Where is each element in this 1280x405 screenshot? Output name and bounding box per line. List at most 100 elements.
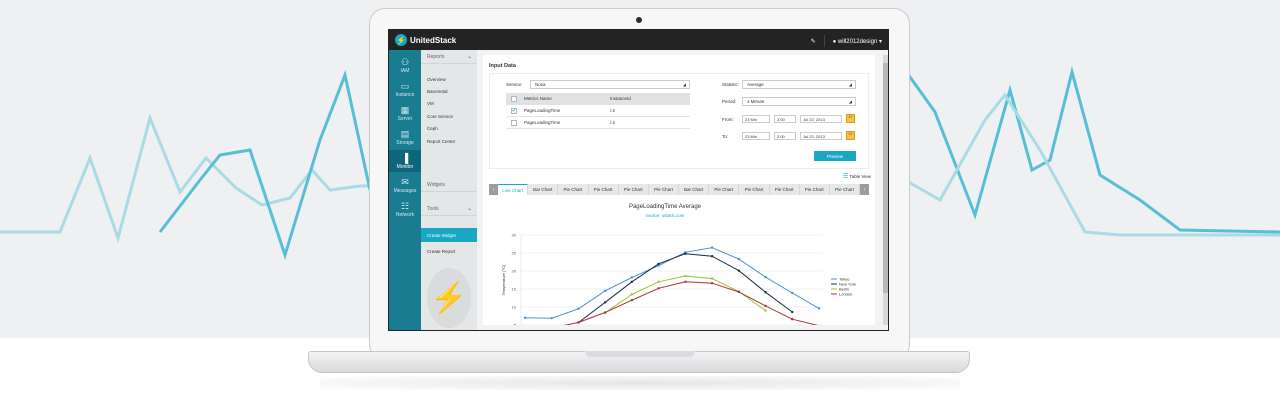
data-point (657, 287, 660, 290)
envelope-icon: ✉ (401, 177, 409, 187)
data-point (603, 311, 607, 314)
widgets-section-header[interactable]: Widgets (421, 178, 477, 192)
metric-checkbox[interactable]: ✔ (511, 107, 517, 114)
data-point (710, 246, 714, 249)
tab-pie-chart[interactable]: Pie Chart (649, 184, 680, 195)
chevron-left-icon[interactable]: ‹ (489, 184, 498, 195)
data-point (630, 280, 634, 283)
rail-item-label: IAM (400, 68, 410, 74)
from-time-stepper[interactable]: 2:00 (774, 115, 796, 123)
tab-pie-chart[interactable]: Pie Chart (830, 184, 861, 195)
subnav-item-baremetal[interactable]: Baremetal (427, 88, 448, 94)
calendar-icon[interactable]: 22 (846, 131, 855, 140)
subnav-item-core-service[interactable]: Core Service (427, 113, 454, 119)
data-point (550, 316, 553, 320)
tools-title: Tools (427, 205, 439, 212)
subnav-item-vm[interactable]: VM (427, 101, 434, 107)
data-point (710, 255, 714, 258)
data-point (764, 275, 767, 279)
table-row[interactable]: PageLoadingTime i-2 (506, 117, 690, 129)
rail-item-server[interactable]: ▦ Server (389, 102, 421, 124)
tab-pie-chart[interactable]: Pie Chart (619, 184, 649, 195)
data-point (817, 307, 821, 310)
metric-name: PageLoadingTime (524, 108, 561, 113)
data-point (791, 318, 794, 321)
to-date-value: Jul 22, 2013 (803, 133, 825, 139)
table-view-toggle[interactable]: ☰ Table View (843, 173, 871, 180)
reports-section-header[interactable]: Reports ⌄ (421, 50, 477, 64)
select-all-checkbox[interactable] (511, 95, 517, 102)
rail-item-messages[interactable]: ✉ Messages (389, 174, 421, 196)
from-date-field[interactable]: Jul 22, 2013 (800, 115, 842, 123)
service-value: Nova (535, 82, 546, 87)
username: will2012design (837, 38, 878, 45)
storage-icon: ▤ (400, 129, 410, 139)
table-header: Metrics Name InstanceId (506, 93, 690, 105)
scrollbar-thumb[interactable] (883, 63, 888, 293)
panel-title: Input Data (489, 63, 516, 69)
tab-pie-chart[interactable]: Pie Chart (800, 184, 830, 195)
preview-button[interactable]: Preview (814, 151, 856, 161)
to-date-field[interactable]: Jul 22, 2013 (800, 132, 842, 140)
tab-line-chart[interactable]: Line Chart (498, 184, 529, 195)
data-point (577, 321, 580, 324)
data-point (657, 264, 660, 267)
data-point (630, 293, 634, 296)
subnav-item-ceph[interactable]: Ceph (427, 126, 438, 132)
rail-item-label: Monitor (396, 164, 414, 170)
metric-checkbox[interactable] (511, 119, 517, 126)
data-point (710, 282, 714, 285)
rail-item-label: Instance (395, 92, 415, 98)
service-select[interactable]: Nova ◢ (530, 80, 690, 89)
period-select[interactable]: 1 Minute ◢ (742, 97, 856, 106)
period-label: Period: (722, 99, 737, 104)
rail-item-label: Storage (396, 140, 414, 146)
statistic-select[interactable]: Average ◢ (742, 80, 856, 89)
logo[interactable]: ⚡ UnitedStack (395, 34, 456, 46)
y-tick-label: 30 (512, 233, 517, 238)
metrics-table: Metrics Name InstanceId ✔ PageLoadingTime… (506, 93, 690, 129)
to-time-stepper[interactable]: 2:00 (774, 132, 796, 140)
top-bar: ⚡ UnitedStack ✎ ● will2012design ▾ (389, 30, 888, 50)
data-point (764, 304, 767, 308)
tab-pie-chart[interactable]: Pie Chart (770, 184, 800, 195)
tab-pie-chart[interactable]: Pie Chart (739, 184, 770, 195)
line-chart: PageLoadingTime Average source: ustack.co… (501, 204, 856, 325)
to-minute-stepper[interactable]: 23 Min (742, 132, 770, 140)
tab-bar-chart[interactable]: Bar Chart (679, 184, 710, 195)
calendar-icon[interactable]: 22 (846, 114, 855, 123)
user-menu[interactable]: ● will2012design ▾ (833, 38, 882, 45)
from-minute-stepper[interactable]: 23 Min (742, 115, 770, 123)
subnav-item-create-report[interactable]: Create Report (427, 248, 456, 254)
data-point (657, 280, 660, 283)
instance-id-header: InstanceId (610, 96, 631, 101)
tab-pie-chart[interactable]: Pie Chart (709, 184, 740, 195)
tools-section-header[interactable]: Tools ⌄ (421, 202, 477, 216)
rail-item-monitor[interactable]: ▐ Monitor (389, 150, 421, 172)
rail-item-iam[interactable]: ⚇ IAM (389, 54, 421, 76)
table-row[interactable]: ✔ PageLoadingTime i-2 (506, 105, 690, 117)
chevron-right-icon[interactable]: › (860, 184, 869, 195)
chevron-down-icon: ⌄ (466, 54, 472, 60)
rail-item-storage[interactable]: ▤ Storage (389, 126, 421, 148)
tab-bar-chart[interactable]: Bar Chart (528, 184, 559, 195)
rail-item-network[interactable]: ☷ Network (389, 198, 421, 220)
subnav-item-overview[interactable]: Overview (427, 76, 446, 82)
widgets-title: Widgets (427, 181, 446, 188)
tab-pie-chart[interactable]: Pie Chart (589, 184, 619, 195)
scrollbar[interactable] (883, 55, 888, 325)
rail-item-instance[interactable]: ▭ Instance (389, 78, 421, 100)
data-point (603, 301, 607, 304)
top-bar-actions: ✎ ● will2012design ▾ (811, 35, 882, 47)
subnav-item-report-center[interactable]: Report Center (427, 138, 456, 144)
notes-icon[interactable]: ✎ (810, 38, 816, 45)
primary-sidebar: ⚇ IAM ▭ Instance ▦ Server ▤ Storage ▐ Monitor ✉ Mes… (389, 50, 421, 330)
network-icon: ☷ (400, 201, 410, 211)
data-point (737, 290, 741, 294)
bolt-icon: ⚡ (395, 34, 407, 46)
subnav-item-create-widget[interactable]: Create Widget (421, 228, 477, 242)
data-point (577, 307, 580, 310)
tab-pie-chart[interactable]: Pie Chart (558, 184, 589, 195)
chart-title: PageLoadingTime Average (629, 204, 702, 210)
app-screen: ⚡ UnitedStack ✎ ● will2012design ▾ ⚇ IAM ▭… (388, 29, 889, 331)
